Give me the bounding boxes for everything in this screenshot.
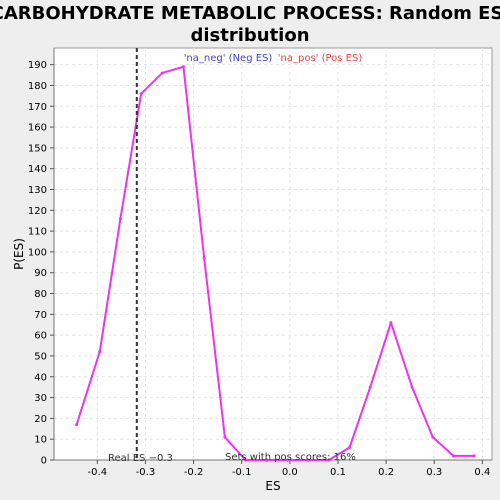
data-point xyxy=(327,458,331,462)
data-point xyxy=(98,350,102,354)
data-point xyxy=(389,321,393,325)
x-tick-label: 0.0 xyxy=(282,467,298,478)
x-tick-label: 0.3 xyxy=(426,467,442,478)
x-axis-label: ES xyxy=(265,479,280,493)
x-tick-label: 0.4 xyxy=(474,467,490,478)
y-axis-ticks: 0 10 20 30 40 50 60 70 80 90 100 110 120 130 140 150 160… xyxy=(28,60,54,467)
y-tick-label: 120 xyxy=(28,206,47,217)
legend-entry-neg: 'na_neg' (Neg ES) xyxy=(184,53,273,64)
data-point xyxy=(265,458,269,462)
data-point xyxy=(368,385,372,389)
data-point xyxy=(139,92,143,96)
y-tick-label: 190 xyxy=(28,60,47,71)
y-tick-label: 10 xyxy=(34,435,47,446)
data-point xyxy=(181,65,185,69)
data-point xyxy=(223,435,227,439)
data-point xyxy=(75,423,79,427)
y-tick-label: 110 xyxy=(28,227,47,238)
chart-title-line-1: CARBOHYDRATE METABOLIC PROCESS: Random E… xyxy=(0,3,500,24)
y-tick-label: 40 xyxy=(34,372,47,383)
y-tick-label: 100 xyxy=(28,247,47,258)
y-tick-label: 50 xyxy=(34,351,47,362)
y-tick-label: 20 xyxy=(34,414,47,425)
series-line-0 xyxy=(75,65,475,461)
data-point xyxy=(348,446,352,450)
x-tick-label: -0.3 xyxy=(136,467,156,478)
data-point xyxy=(244,458,248,462)
data-point xyxy=(306,458,310,462)
data-point xyxy=(118,217,122,221)
data-point xyxy=(285,458,289,462)
x-tick-label: 0.1 xyxy=(330,467,346,478)
data-point xyxy=(451,454,455,458)
y-tick-label: 30 xyxy=(34,393,47,404)
y-tick-label: 60 xyxy=(34,331,47,342)
data-point xyxy=(431,435,435,439)
x-tick-label: -0.4 xyxy=(88,467,108,478)
y-tick-label: 0 xyxy=(41,456,47,467)
plot-area xyxy=(53,47,493,461)
x-tick-label: -0.2 xyxy=(184,467,204,478)
y-tick-label: 70 xyxy=(34,310,47,321)
x-tick-label: 0.2 xyxy=(378,467,394,478)
data-point xyxy=(472,454,476,458)
y-tick-label: 140 xyxy=(28,164,47,175)
data-point xyxy=(160,71,164,75)
grid-lines xyxy=(54,48,492,461)
pos-scores-label: Sets with pos scores: 16% xyxy=(225,452,356,463)
y-tick-label: 150 xyxy=(28,143,47,154)
x-axis-ticks: -0.4 -0.3 -0.2 -0.1 0.0 0.1 0.2 0.3 0.4 xyxy=(88,460,490,478)
data-point xyxy=(202,256,206,260)
y-axis-label: P(ES) xyxy=(12,238,26,270)
y-tick-label: 170 xyxy=(28,102,47,113)
y-tick-label: 160 xyxy=(28,123,47,134)
x-tick-label: -0.1 xyxy=(232,467,252,478)
data-point xyxy=(410,385,414,389)
legend-entry-pos: 'na_pos' (Pos ES) xyxy=(278,53,363,64)
y-tick-label: 90 xyxy=(34,268,47,279)
y-tick-label: 80 xyxy=(34,289,47,300)
series-lines xyxy=(75,65,475,461)
real-es-label: Real ES −0.3 xyxy=(108,453,173,464)
chart-title-line-2: distribution xyxy=(190,25,309,46)
y-tick-label: 180 xyxy=(28,81,47,92)
y-tick-label: 130 xyxy=(28,185,47,196)
series-points xyxy=(75,65,476,462)
